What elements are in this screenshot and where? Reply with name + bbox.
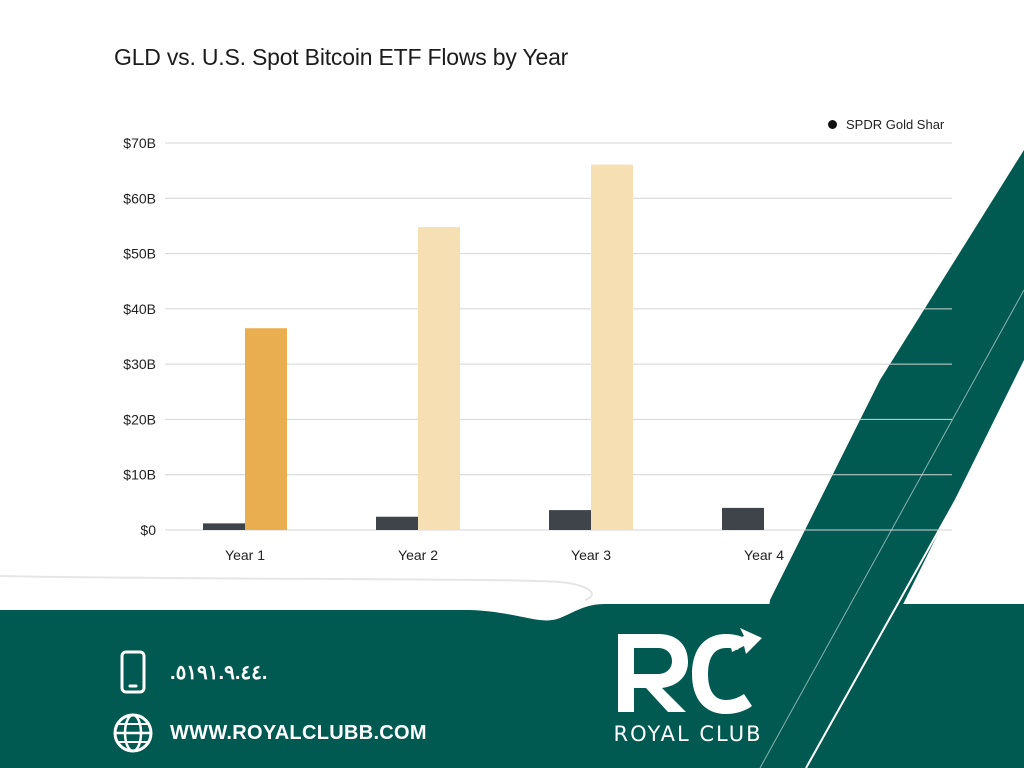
bar-gld-1 — [203, 523, 245, 530]
y-axis: $0 $10B $20B $30B $40B $50B $60B $70B — [123, 135, 156, 538]
bar-bitcoin-etf-1 — [245, 328, 287, 530]
chart-title: GLD vs. U.S. Spot Bitcoin ETF Flows by Y… — [114, 44, 569, 70]
bar-gld-2 — [376, 516, 418, 530]
x-tick-label: Year 1 — [225, 547, 265, 563]
y-tick-label: $0 — [140, 522, 156, 538]
bar-bitcoin-etf-3 — [591, 164, 633, 530]
bars — [203, 164, 764, 530]
x-axis: Year 1 Year 2 Year 3 Year 4 — [225, 547, 784, 563]
y-tick-label: $50B — [123, 246, 156, 262]
y-tick-label: $40B — [123, 301, 156, 317]
x-tick-label: Year 4 — [744, 547, 784, 563]
phone-number: .٥١٩١.٩.٤٤. — [170, 662, 268, 684]
phone-icon — [120, 650, 146, 694]
bar-bitcoin-etf-2 — [418, 227, 460, 530]
bar-chart: $0$10B$20B$30B$40B$50B$60B$70B Year 1 Yea… — [123, 135, 952, 563]
y-tick-label: $10B — [123, 467, 156, 483]
bar-gld-3 — [549, 510, 591, 530]
legend-label-gld: SPDR Gold Shar — [846, 117, 945, 132]
website-url: WWW.ROYALCLUBB.COM — [170, 722, 427, 744]
x-tick-label: Year 2 — [398, 547, 438, 563]
bar-gld-4 — [722, 507, 764, 530]
y-tick-label: $60B — [123, 190, 156, 206]
chart-legend: SPDR Gold Shar — [828, 117, 954, 132]
rc-logo-mark — [618, 628, 762, 714]
gridlines — [165, 142, 952, 531]
brand-name: ROYAL CLUB — [613, 722, 763, 746]
royal-club-logo: ROYAL CLUB — [606, 626, 770, 752]
y-tick-label: $30B — [123, 356, 156, 372]
globe-icon — [113, 713, 153, 753]
legend-marker-gld — [828, 120, 837, 130]
y-tick-label: $20B — [123, 411, 156, 427]
y-tick-label: $70B — [123, 135, 156, 151]
x-tick-label: Year 3 — [571, 547, 611, 563]
